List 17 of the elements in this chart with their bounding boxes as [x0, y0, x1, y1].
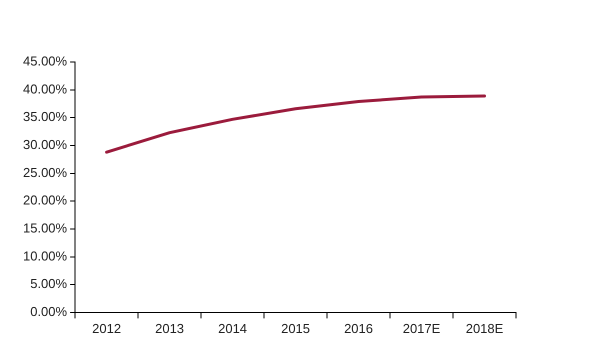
- x-tick-label: 2013: [155, 320, 184, 336]
- y-tick-label: 5.00%: [30, 276, 68, 292]
- y-tick-label: 10.00%: [22, 248, 68, 264]
- y-tick-label: 20.00%: [22, 192, 68, 208]
- x-tick-label: 2017E: [402, 320, 441, 336]
- y-tick-label: 25.00%: [22, 164, 68, 180]
- y-tick-label: 0.00%: [30, 304, 68, 319]
- x-tick-label: 2012: [92, 320, 122, 336]
- x-tick-label: 2016: [344, 320, 373, 336]
- x-tick-label: 2018E: [466, 320, 504, 336]
- y-tick-label: 30.00%: [22, 137, 68, 152]
- x-tick-label: 2015: [281, 320, 310, 336]
- y-tick-label: 35.00%: [22, 109, 68, 124]
- y-tick-label: 40.00%: [22, 81, 68, 96]
- x-tick-label: 2014: [218, 320, 248, 336]
- y-tick-label: 45.00%: [22, 54, 68, 69]
- y-tick-label: 15.00%: [22, 220, 68, 236]
